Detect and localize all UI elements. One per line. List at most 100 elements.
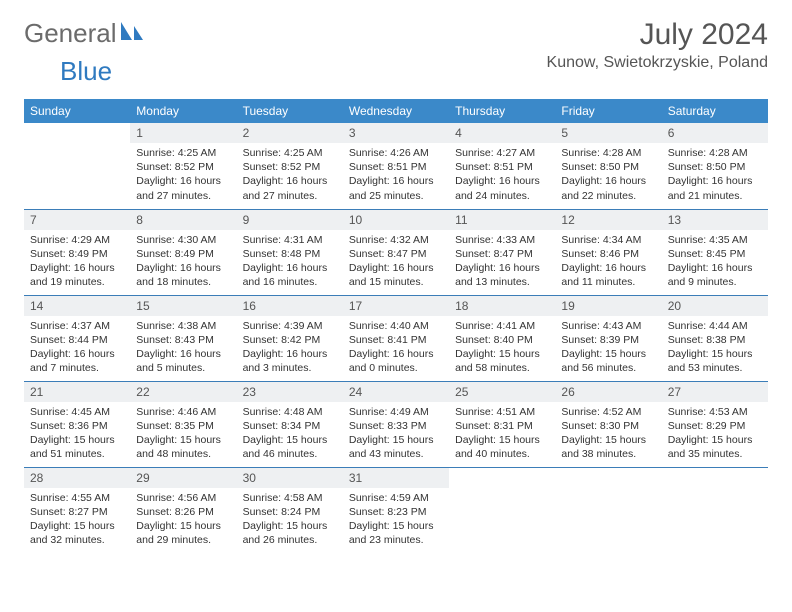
day-content: Sunrise: 4:55 AMSunset: 8:27 PMDaylight:… (24, 488, 130, 552)
day-number: 24 (343, 382, 449, 402)
daylight-text: Daylight: 15 hours and 29 minutes. (136, 519, 230, 547)
daylight-text: Daylight: 16 hours and 0 minutes. (349, 347, 443, 375)
day-number: 2 (237, 123, 343, 143)
day-cell: 14Sunrise: 4:37 AMSunset: 8:44 PMDayligh… (24, 295, 130, 381)
week-row: 7Sunrise: 4:29 AMSunset: 8:49 PMDaylight… (24, 209, 768, 295)
day-cell: 6Sunrise: 4:28 AMSunset: 8:50 PMDaylight… (662, 123, 768, 209)
daylight-text: Daylight: 16 hours and 27 minutes. (243, 174, 337, 202)
daylight-text: Daylight: 16 hours and 22 minutes. (561, 174, 655, 202)
day-cell: 29Sunrise: 4:56 AMSunset: 8:26 PMDayligh… (130, 467, 236, 553)
day-number: 5 (555, 123, 661, 143)
sunrise-text: Sunrise: 4:55 AM (30, 491, 124, 505)
sunset-text: Sunset: 8:52 PM (243, 160, 337, 174)
sunset-text: Sunset: 8:42 PM (243, 333, 337, 347)
daylight-text: Daylight: 16 hours and 21 minutes. (668, 174, 762, 202)
day-cell: 21 Sunrise: 4:45 AMSunset: 8:36 PMDayligh… (24, 381, 130, 467)
day-number: 27 (662, 382, 768, 402)
day-cell: 13Sunrise: 4:35 AMSunset: 8:45 PMDayligh… (662, 209, 768, 295)
daylight-text: Daylight: 15 hours and 32 minutes. (30, 519, 124, 547)
day-number: 6 (662, 123, 768, 143)
sunset-text: Sunset: 8:50 PM (561, 160, 655, 174)
sunset-text: Sunset: 8:31 PM (455, 419, 549, 433)
day-content: Sunrise: 4:30 AMSunset: 8:49 PMDaylight:… (130, 230, 236, 294)
day-number: 1 (130, 123, 236, 143)
day-number: 19 (555, 296, 661, 316)
day-cell: 30Sunrise: 4:58 AMSunset: 8:24 PMDayligh… (237, 467, 343, 553)
day-content: Sunrise: 4:32 AMSunset: 8:47 PMDaylight:… (343, 230, 449, 294)
day-cell: 8Sunrise: 4:30 AMSunset: 8:49 PMDaylight… (130, 209, 236, 295)
calendar-body: 1Sunrise: 4:25 AMSunset: 8:52 PMDaylight… (24, 123, 768, 553)
day-cell: 18 Sunrise: 4:41 AMSunset: 8:40 PMDayligh… (449, 295, 555, 381)
col-sun: Sunday (24, 99, 130, 123)
sunset-text: Sunset: 8:34 PM (243, 419, 337, 433)
day-number: 9 (237, 210, 343, 230)
sunrise-text: Sunrise: 4:52 AM (561, 405, 655, 419)
col-thu: Thursday (449, 99, 555, 123)
daylight-text: Daylight: 15 hours and 58 minutes. (455, 347, 549, 375)
daylight-text: Daylight: 16 hours and 9 minutes. (668, 261, 762, 289)
sunrise-text: Sunrise: 4:38 AM (136, 319, 230, 333)
sunrise-text: Sunrise: 4:26 AM (349, 146, 443, 160)
sunset-text: Sunset: 8:41 PM (349, 333, 443, 347)
day-number: 21 (24, 382, 130, 402)
day-content: Sunrise: 4:25 AMSunset: 8:52 PMDaylight:… (130, 143, 236, 207)
week-row: 14Sunrise: 4:37 AMSunset: 8:44 PMDayligh… (24, 295, 768, 381)
day-cell: 16Sunrise: 4:39 AMSunset: 8:42 PMDayligh… (237, 295, 343, 381)
day-cell: 2Sunrise: 4:25 AMSunset: 8:52 PMDaylight… (237, 123, 343, 209)
daylight-text: Daylight: 16 hours and 5 minutes. (136, 347, 230, 375)
day-content: Sunrise: 4:48 AMSunset: 8:34 PMDaylight:… (237, 402, 343, 466)
sunrise-text: Sunrise: 4:46 AM (136, 405, 230, 419)
logo: General (24, 18, 147, 49)
day-cell (24, 123, 130, 209)
day-content: Sunrise: 4:34 AMSunset: 8:46 PMDaylight:… (555, 230, 661, 294)
sunset-text: Sunset: 8:40 PM (455, 333, 549, 347)
sunrise-text: Sunrise: 4:31 AM (243, 233, 337, 247)
sunrise-text: Sunrise: 4:45 AM (30, 405, 124, 419)
sunrise-text: Sunrise: 4:39 AM (243, 319, 337, 333)
day-number: 10 (343, 210, 449, 230)
day-cell (555, 467, 661, 553)
daylight-text: Daylight: 16 hours and 7 minutes. (30, 347, 124, 375)
sunset-text: Sunset: 8:27 PM (30, 505, 124, 519)
week-row: 28Sunrise: 4:55 AMSunset: 8:27 PMDayligh… (24, 467, 768, 553)
daylight-text: Daylight: 15 hours and 51 minutes. (30, 433, 124, 461)
logo-text-1: General (24, 18, 117, 49)
sunrise-text: Sunrise: 4:37 AM (30, 319, 124, 333)
sunrise-text: Sunrise: 4:44 AM (668, 319, 762, 333)
sunset-text: Sunset: 8:36 PM (30, 419, 124, 433)
daylight-text: Daylight: 15 hours and 48 minutes. (136, 433, 230, 461)
day-number: 18 (449, 296, 555, 316)
month-title: July 2024 (547, 18, 768, 52)
sunrise-text: Sunrise: 4:53 AM (668, 405, 762, 419)
day-content: Sunrise: 4:58 AMSunset: 8:24 PMDaylight:… (237, 488, 343, 552)
day-content: Sunrise: 4:39 AMSunset: 8:42 PMDaylight:… (237, 316, 343, 380)
day-cell: 27Sunrise: 4:53 AMSunset: 8:29 PMDayligh… (662, 381, 768, 467)
col-fri: Friday (555, 99, 661, 123)
day-cell: 11Sunrise: 4:33 AMSunset: 8:47 PMDayligh… (449, 209, 555, 295)
week-row: 1Sunrise: 4:25 AMSunset: 8:52 PMDaylight… (24, 123, 768, 209)
day-cell: 20Sunrise: 4:44 AMSunset: 8:38 PMDayligh… (662, 295, 768, 381)
sunset-text: Sunset: 8:24 PM (243, 505, 337, 519)
daylight-text: Daylight: 16 hours and 18 minutes. (136, 261, 230, 289)
daylight-text: Daylight: 16 hours and 16 minutes. (243, 261, 337, 289)
sunrise-text: Sunrise: 4:28 AM (561, 146, 655, 160)
sunset-text: Sunset: 8:52 PM (136, 160, 230, 174)
col-mon: Monday (130, 99, 236, 123)
day-cell: 23Sunrise: 4:48 AMSunset: 8:34 PMDayligh… (237, 381, 343, 467)
sunrise-text: Sunrise: 4:41 AM (455, 319, 549, 333)
sunrise-text: Sunrise: 4:28 AM (668, 146, 762, 160)
daylight-text: Daylight: 15 hours and 38 minutes. (561, 433, 655, 461)
day-number: 20 (662, 296, 768, 316)
day-cell: 31Sunrise: 4:59 AMSunset: 8:23 PMDayligh… (343, 467, 449, 553)
daylight-text: Daylight: 16 hours and 27 minutes. (136, 174, 230, 202)
sunrise-text: Sunrise: 4:34 AM (561, 233, 655, 247)
day-cell: 10Sunrise: 4:32 AMSunset: 8:47 PMDayligh… (343, 209, 449, 295)
day-number: 13 (662, 210, 768, 230)
week-row: 21Sunrise: 4:45 AMSunset: 8:36 PMDayligh… (24, 381, 768, 467)
day-number: 7 (24, 210, 130, 230)
day-cell: 26Sunrise: 4:52 AMSunset: 8:30 PMDayligh… (555, 381, 661, 467)
day-content: Sunrise: 4:44 AMSunset: 8:38 PMDaylight:… (662, 316, 768, 380)
sunset-text: Sunset: 8:49 PM (136, 247, 230, 261)
sunrise-text: Sunrise: 4:35 AM (668, 233, 762, 247)
day-number: 15 (130, 296, 236, 316)
